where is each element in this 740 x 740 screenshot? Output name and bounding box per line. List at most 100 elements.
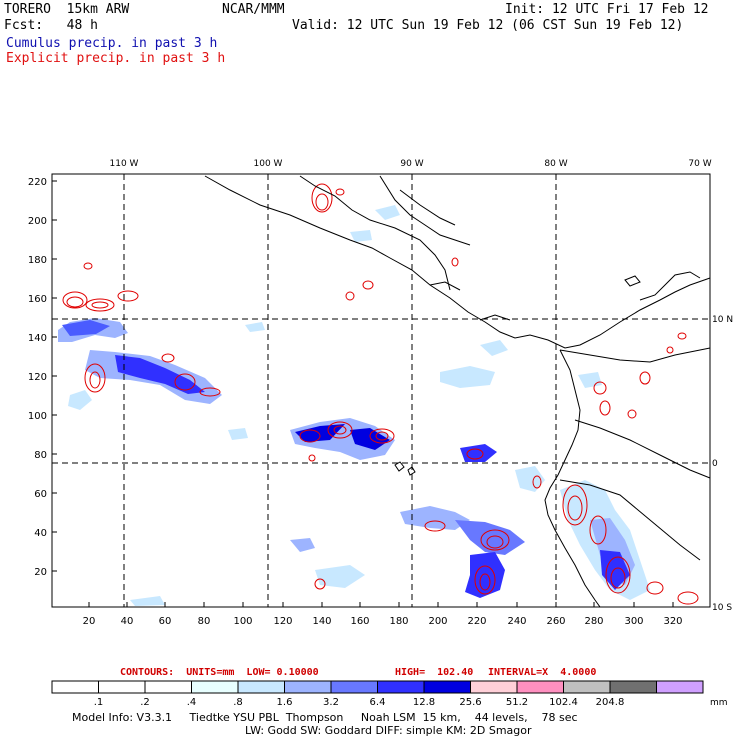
precip-area xyxy=(350,230,372,242)
contour xyxy=(91,301,109,309)
contour xyxy=(567,495,583,521)
island xyxy=(624,275,641,287)
precip-area xyxy=(315,565,365,588)
colorbar-label: .4 xyxy=(187,697,197,708)
contour xyxy=(677,591,699,605)
forecast-hour: Fcst: 48 h xyxy=(4,18,98,33)
contour xyxy=(89,371,101,389)
contour xyxy=(480,529,510,551)
colorbar-swatch xyxy=(284,680,332,694)
contour xyxy=(589,515,607,545)
contour xyxy=(314,578,326,590)
model-info-line2: LW: Godd SW: Goddard DIFF: simple KM: 2D… xyxy=(245,724,532,737)
lon-label: 80 W xyxy=(544,159,567,169)
colorbar-label: .2 xyxy=(140,697,150,708)
contour xyxy=(66,296,84,308)
contour xyxy=(311,183,333,213)
contour xyxy=(199,387,221,397)
contour-interval: INTERVAL=X 4.0000 xyxy=(488,667,597,678)
x-tick-label: 180 xyxy=(389,616,408,627)
contour xyxy=(605,556,631,594)
colorbar-label: .1 xyxy=(94,697,104,708)
contour xyxy=(85,298,115,312)
map-frame xyxy=(51,173,711,608)
contour xyxy=(532,475,542,489)
contour xyxy=(174,373,196,391)
precip-area xyxy=(440,366,495,388)
colorbar-label: 51.2 xyxy=(506,697,528,708)
border-line xyxy=(559,347,711,363)
y-tick-label: 180 xyxy=(28,255,47,266)
y-tick-label: 120 xyxy=(28,372,47,383)
contour xyxy=(362,280,374,290)
y-tick-label: 20 xyxy=(34,567,47,578)
contour xyxy=(666,346,674,354)
border-line xyxy=(574,419,711,479)
contour xyxy=(84,363,106,393)
y-tick-label: 160 xyxy=(28,294,47,305)
x-tick-label: 40 xyxy=(121,616,134,627)
lon-labels: 110 W 100 W 90 W 80 W 70 W xyxy=(110,159,712,169)
contour xyxy=(315,193,329,211)
precip-area xyxy=(350,428,390,450)
coastline-south-america xyxy=(544,349,601,608)
colorbar-swatch xyxy=(516,680,564,694)
contour xyxy=(479,573,491,591)
colorbar-label: 12.8 xyxy=(413,697,435,708)
contour-high: HIGH= 102.40 xyxy=(395,667,474,678)
contour xyxy=(451,257,459,267)
colorbar-swatch xyxy=(563,680,611,694)
x-tick-label: 80 xyxy=(198,616,211,627)
contour xyxy=(593,381,607,395)
contour xyxy=(83,262,93,270)
precip-area xyxy=(290,538,315,552)
colorbar-label: 102.4 xyxy=(549,697,578,708)
contour xyxy=(474,565,496,595)
model-info-line1: Model Info: V3.3.1 Tiedtke YSU PBL Thomp… xyxy=(72,711,578,724)
contour xyxy=(466,448,484,460)
contour xyxy=(486,535,504,549)
colorbar-swatch xyxy=(191,680,239,694)
colorbar-swatch xyxy=(330,680,378,694)
precip-area xyxy=(245,322,265,332)
x-tick-label: 100 xyxy=(233,616,252,627)
lat-label: 10 N xyxy=(712,315,733,325)
contour xyxy=(308,454,316,462)
y-tick-labels: 220 200 180 160 140 120 100 80 60 40 20 xyxy=(28,177,47,578)
x-tick-label: 120 xyxy=(273,616,292,627)
contour xyxy=(562,484,588,526)
contour xyxy=(627,409,637,419)
y-tick-label: 140 xyxy=(28,333,47,344)
colorbar-unit: mm xyxy=(710,698,728,708)
contour xyxy=(161,353,175,363)
legend-explicit: Explicit precip. in past 3 h xyxy=(6,51,226,66)
y-tick-label: 80 xyxy=(34,450,47,461)
colorbar xyxy=(51,680,704,694)
x-tick-label: 280 xyxy=(584,616,603,627)
valid-time: Valid: 12 UTC Sun 19 Feb 12 (06 CST Sun … xyxy=(292,18,684,33)
init-time: Init: 12 UTC Fri 17 Feb 12 xyxy=(505,2,709,17)
contour xyxy=(335,188,345,196)
contour xyxy=(677,332,687,340)
x-tick-label: 320 xyxy=(663,616,682,627)
x-tick-label: 140 xyxy=(312,616,331,627)
colorbar-label: 204.8 xyxy=(596,697,625,708)
colorbar-label: 25.6 xyxy=(459,697,481,708)
border-line xyxy=(399,189,456,226)
precip-area xyxy=(62,320,110,336)
y-tick-label: 60 xyxy=(34,489,47,500)
contour xyxy=(375,431,389,441)
colorbar-label: 6.4 xyxy=(370,697,386,708)
colorbar-labels: .1 .2 .4 .8 1.6 3.2 6.4 12.8 25.6 51.2 102.4 204.8 xyxy=(94,697,625,708)
precip-area xyxy=(115,355,205,394)
precip-area xyxy=(515,466,545,492)
contour xyxy=(117,290,139,302)
lon-label: 70 W xyxy=(688,159,711,169)
center-label: NCAR/MMM xyxy=(222,2,285,17)
x-tick-labels: 20 40 60 80 100 120 140 160 180 200 220 … xyxy=(83,616,683,627)
precip-area xyxy=(600,550,630,590)
y-tick-label: 200 xyxy=(28,216,47,227)
precip-area xyxy=(295,424,345,442)
contour xyxy=(299,429,321,443)
cumulus-precip-areas xyxy=(58,205,650,606)
